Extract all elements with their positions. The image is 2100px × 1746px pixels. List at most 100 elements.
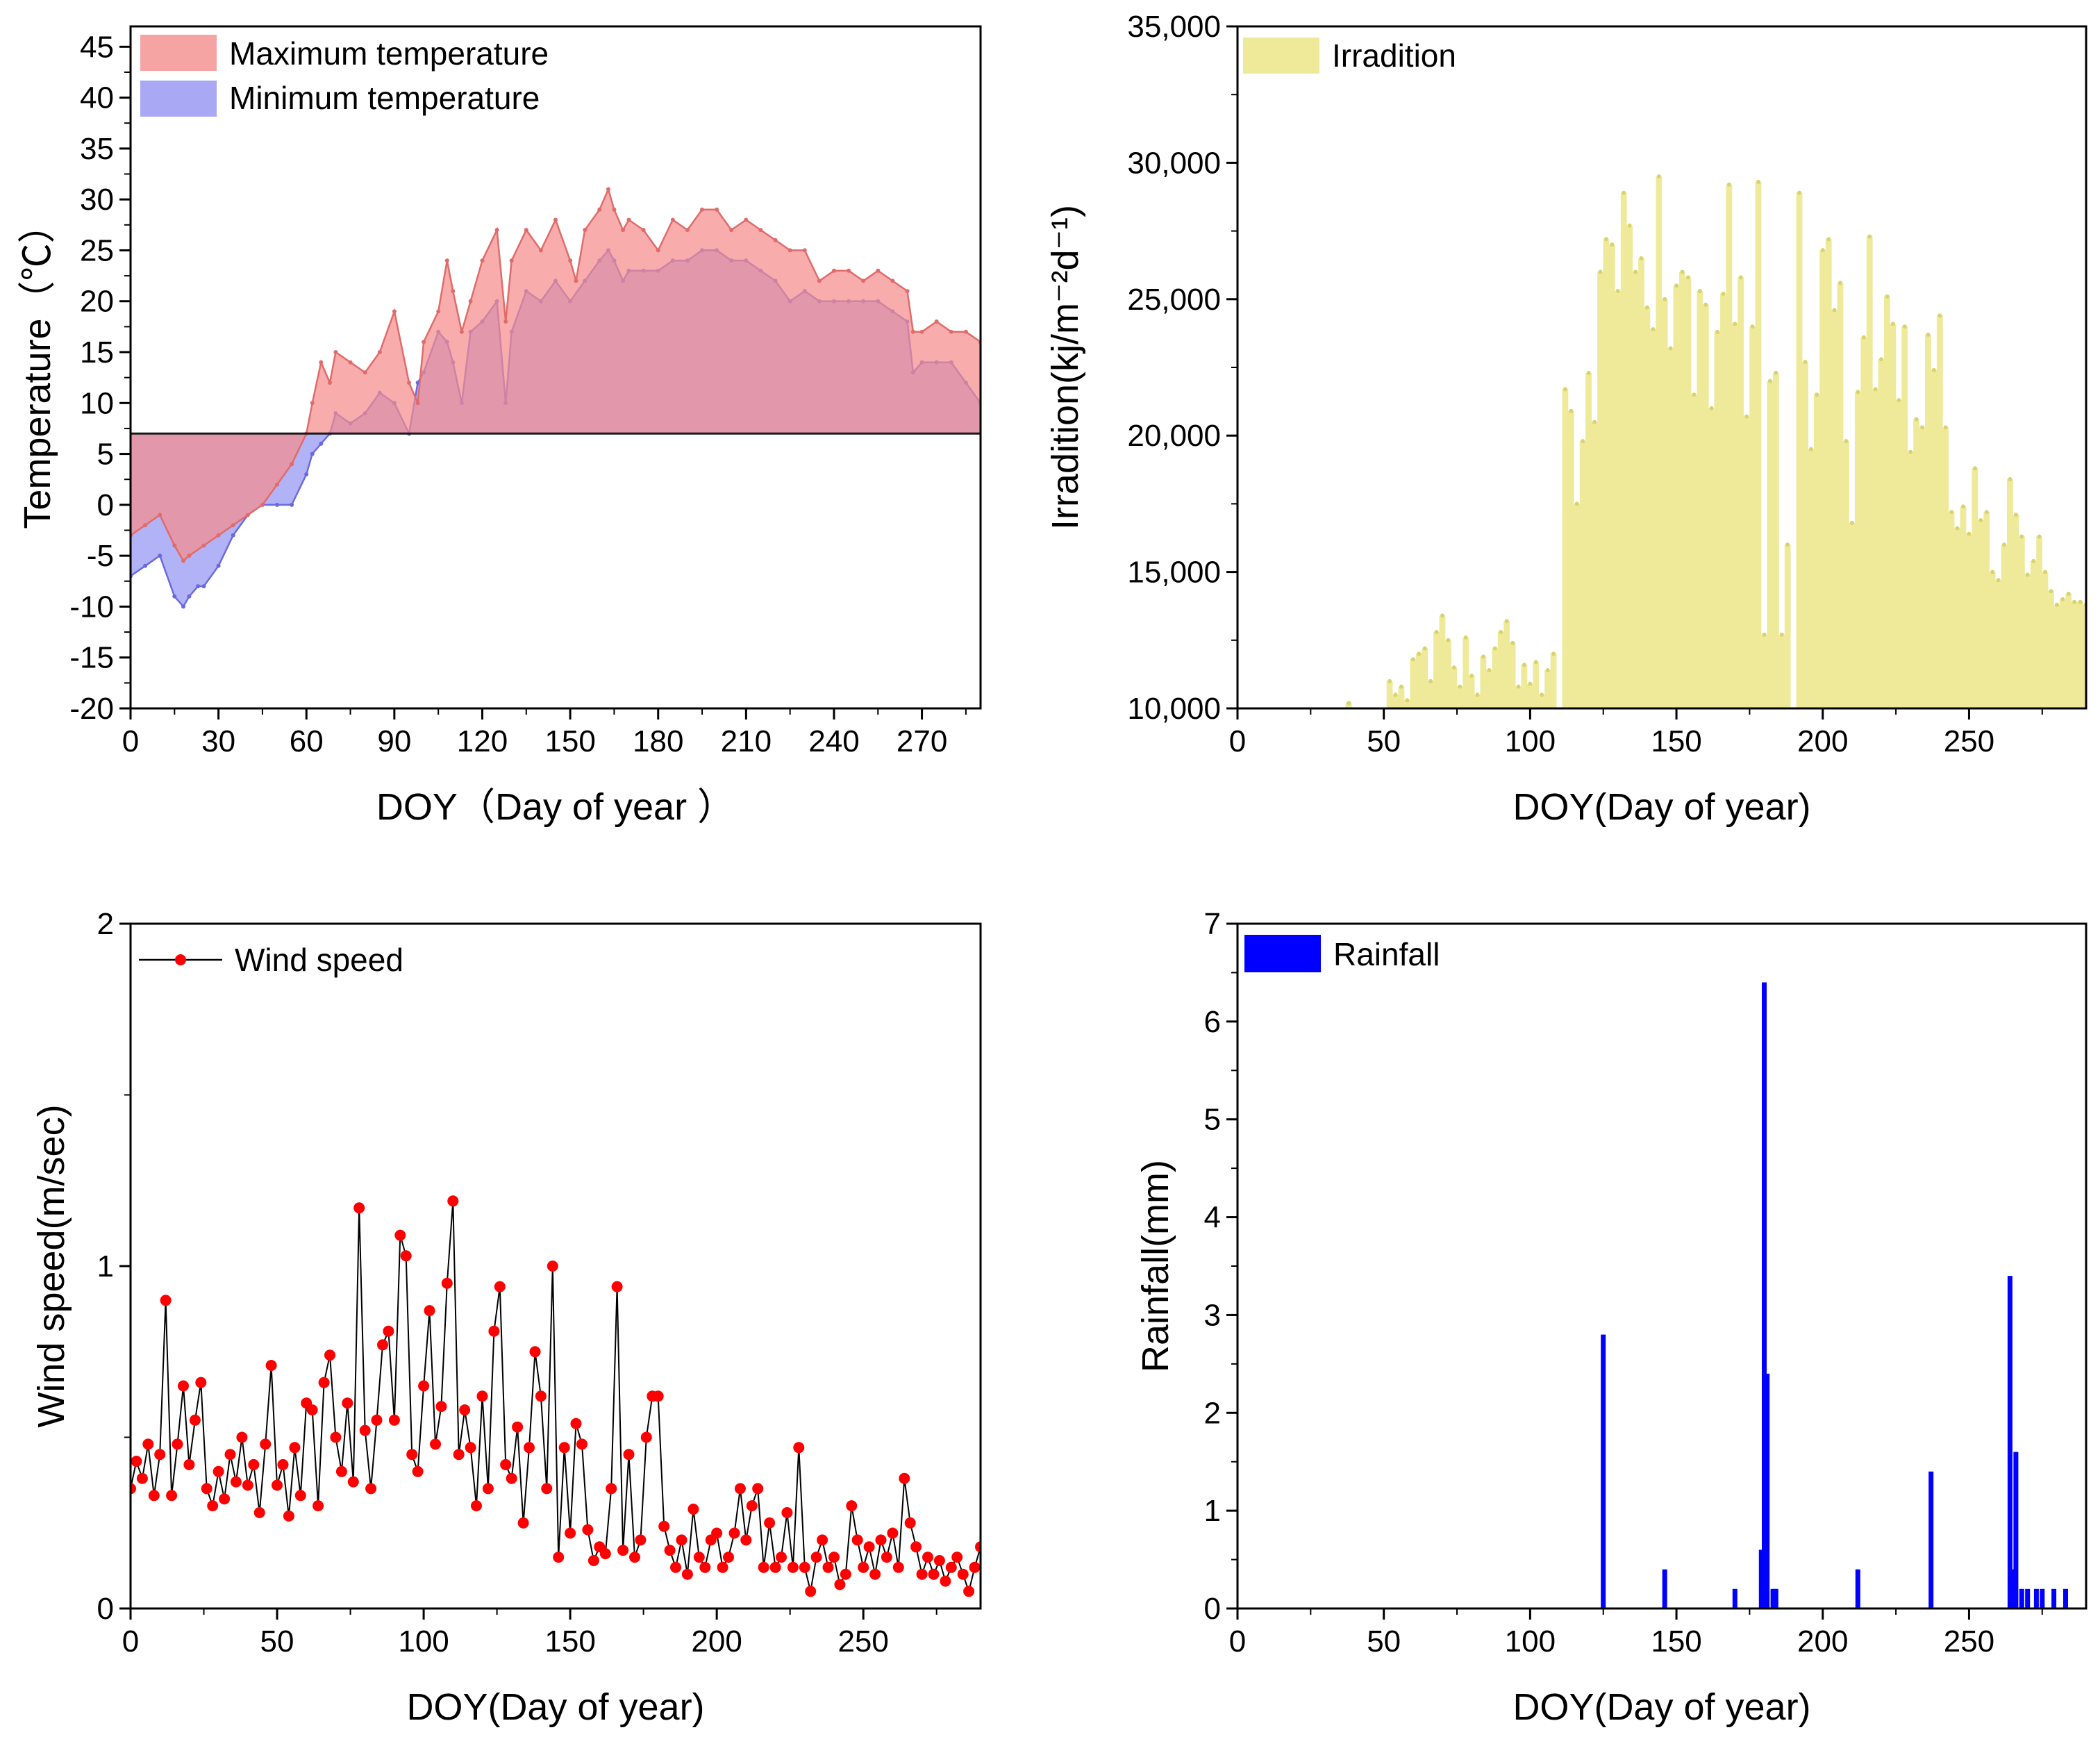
wind-speed-point (799, 1561, 810, 1573)
wind-speed-point (224, 1449, 236, 1461)
wind-speed-point (699, 1561, 711, 1573)
irradiation-bar (2083, 604, 2086, 708)
wind-speed-point (400, 1250, 412, 1262)
min-temperature-point (275, 502, 279, 507)
irradiation-point (2072, 599, 2077, 604)
wind-speed-point (506, 1472, 517, 1484)
max-temperature-point (333, 350, 338, 354)
plot-frame (129, 25, 982, 710)
max-temperature-point (181, 558, 185, 563)
wind-speed-point (476, 1390, 488, 1402)
irradiation-bar (1796, 192, 1803, 708)
y-axis-title: Rainfall(mm) (1135, 1160, 1176, 1372)
x-tick-label: 180 (633, 724, 683, 758)
irradiation-bar (1533, 662, 1540, 708)
wind-speed-point (963, 1586, 975, 1597)
irradiation-bar (1656, 176, 1662, 708)
irradiation-bar (1890, 324, 1897, 708)
wind-speed-point (863, 1541, 875, 1553)
max-temperature-point (788, 248, 792, 253)
wind-speed-point (681, 1568, 693, 1580)
irradiation-point (1581, 439, 1585, 444)
irradiation-bar (1895, 400, 1902, 708)
irradiation-point (1908, 449, 1913, 454)
irradiation-point (1838, 281, 1842, 285)
wind-speed-point (945, 1561, 957, 1573)
x-tick-label: 250 (1944, 724, 1994, 758)
wind-speed-point (652, 1390, 664, 1402)
max-temperature-area (131, 189, 981, 561)
irradiation-point (2019, 534, 2024, 539)
irradiation-bar (1837, 283, 1844, 708)
irradiation-bar (1562, 389, 1569, 708)
x-tick-label: 50 (1367, 724, 1401, 758)
wind-speed-point (611, 1281, 623, 1292)
y-tick-label: 7 (1204, 907, 1221, 941)
wind-speed-point (558, 1442, 570, 1454)
x-tick-label: 250 (1944, 1624, 1994, 1658)
x-tick-label: 0 (122, 724, 139, 758)
max-temperature-point (876, 268, 881, 273)
wind-speed-point (764, 1517, 776, 1529)
irradiation-bar (1755, 181, 1762, 708)
max-temperature-point (626, 217, 631, 222)
y-tick-label: 35,000 (1127, 10, 1221, 44)
x-axis-title: DOY(Day of year) (1512, 786, 1810, 828)
irradiation-point (1662, 297, 1667, 301)
max-temperature-point (758, 228, 763, 233)
irradiation-bar (1808, 449, 1815, 708)
irradiation-point (2025, 572, 2030, 577)
wind-speed-point (875, 1534, 887, 1546)
max-temperature-point (817, 278, 822, 283)
irradiation-point (1949, 510, 1954, 515)
irradiation-point (1873, 387, 1878, 392)
x-tick-label: 200 (1797, 724, 1848, 758)
max-temperature-point (468, 299, 473, 304)
wind-speed-point (676, 1534, 688, 1546)
max-temperature-point (494, 228, 499, 233)
irradiation-point (2078, 599, 2083, 604)
max-temperature-point (503, 319, 508, 324)
irradiation-bar (1480, 656, 1487, 708)
irradiation-point (1393, 692, 1398, 697)
irradiation-point (2037, 534, 2042, 539)
max-temperature-point (245, 513, 250, 517)
wind-speed-point (283, 1510, 294, 1522)
irradiation-point (1815, 392, 1819, 397)
irradiation-point (1774, 370, 1778, 375)
x-tick-label: 210 (721, 724, 772, 758)
wind-speed-point (840, 1568, 851, 1580)
irradiation-point (2049, 589, 2053, 594)
wind-speed-point (142, 1438, 154, 1450)
wind-speed-point (723, 1552, 734, 1563)
y-tick-label: 45 (80, 30, 114, 64)
irradiation-bar (1872, 389, 1878, 708)
max-temperature-point (656, 248, 660, 253)
y-axis-title: Wind speed(m/sec) (31, 1104, 72, 1427)
max-temperature-line (131, 186, 981, 563)
irradiation-point (1902, 324, 1907, 329)
x-tick-label: 270 (897, 724, 947, 758)
irradiation-bar (1702, 304, 1709, 708)
irradiation-bar (1497, 632, 1504, 708)
wind-speed-point (189, 1414, 201, 1426)
wind-speed-point (629, 1552, 640, 1563)
irradiation-point (1861, 335, 1866, 340)
rainfall-bar (1732, 1588, 1738, 1608)
wind-speed-point (781, 1507, 793, 1518)
x-tick-label: 0 (1229, 1624, 1246, 1658)
irradiation-bar (1731, 324, 1738, 708)
wind-speed-point (752, 1483, 764, 1495)
wind-speed-point (342, 1397, 353, 1409)
irradiation-point (2043, 569, 2047, 574)
irradiation-point (1598, 269, 1603, 274)
wind-speed-point (881, 1552, 892, 1563)
y-tick-label: 4 (1204, 1201, 1221, 1235)
irradiation-point (1522, 663, 1526, 667)
irradiation-bar (1474, 695, 1481, 708)
max-temperature-point (597, 207, 602, 212)
wind-speed-point (230, 1476, 242, 1488)
wind-speed-point (734, 1483, 746, 1495)
irradiation-bar (1708, 408, 1715, 708)
wind-speed-point (524, 1442, 535, 1454)
